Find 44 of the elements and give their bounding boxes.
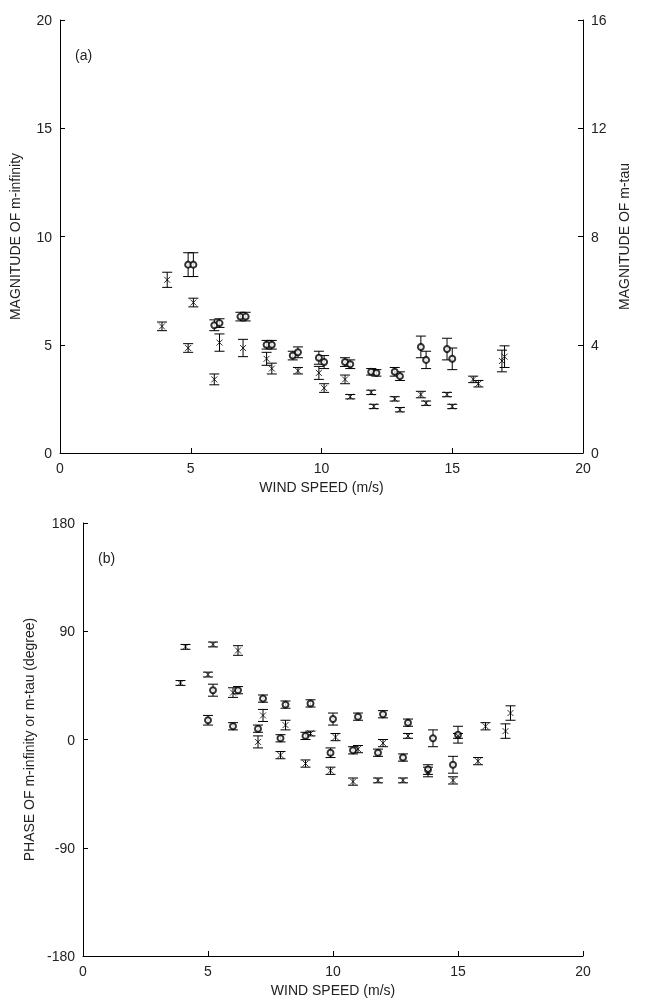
y-axis-title: MAGNITUDE OF m-infinity bbox=[7, 152, 23, 321]
point bbox=[507, 709, 514, 717]
x-tick-label: 20 bbox=[575, 460, 591, 476]
x-tick-label: 5 bbox=[186, 460, 195, 476]
point bbox=[422, 355, 431, 364]
y2-tick-label: 8 bbox=[591, 228, 599, 245]
y-tick-label: 5 bbox=[44, 336, 53, 353]
x-tick-label: 5 bbox=[204, 963, 213, 979]
point bbox=[449, 760, 457, 769]
point bbox=[163, 276, 171, 284]
point bbox=[429, 734, 437, 743]
x-tick-label: 10 bbox=[313, 460, 330, 476]
x-tick-label: 10 bbox=[325, 963, 341, 979]
point bbox=[501, 353, 509, 361]
point bbox=[189, 260, 198, 269]
point bbox=[502, 727, 509, 735]
point bbox=[443, 345, 452, 354]
y-tick-label: 10 bbox=[36, 228, 53, 245]
x-axis-title: WIND SPEED (m/s) bbox=[270, 981, 396, 998]
x-tick-label: 0 bbox=[79, 963, 88, 979]
x-tick-label: 15 bbox=[450, 963, 466, 979]
point bbox=[315, 369, 323, 377]
annotation: (b) bbox=[98, 550, 116, 566]
x-tick-label: 20 bbox=[575, 963, 591, 979]
y-tick-label: 0 bbox=[44, 445, 53, 461]
annotation: (a) bbox=[75, 47, 93, 63]
y-tick-label: 20 bbox=[36, 12, 53, 28]
x-tick-label: 15 bbox=[444, 460, 461, 476]
y-tick-label: -90 bbox=[54, 839, 76, 856]
y2-tick-label: 4 bbox=[591, 336, 599, 353]
y2-axis-title: MAGNITUDE OF m-tau bbox=[616, 162, 633, 311]
y-axis-title: PHASE OF m-infinity or m-tau (degree) bbox=[21, 617, 38, 862]
y2-tick-label: 16 bbox=[591, 12, 607, 28]
point bbox=[448, 354, 457, 363]
point bbox=[416, 342, 425, 351]
y2-tick-label: 12 bbox=[591, 120, 607, 137]
x-axis-title: WIND SPEED (m/s) bbox=[259, 478, 384, 495]
y-tick-label: -180 bbox=[46, 948, 76, 964]
y-tick-label: 180 bbox=[51, 515, 76, 531]
y-tick-label: 90 bbox=[59, 623, 76, 640]
point bbox=[216, 339, 224, 347]
y-tick-label: 15 bbox=[36, 120, 53, 137]
y-tick-label: 0 bbox=[67, 731, 76, 748]
y2-tick-label: 0 bbox=[591, 445, 599, 461]
